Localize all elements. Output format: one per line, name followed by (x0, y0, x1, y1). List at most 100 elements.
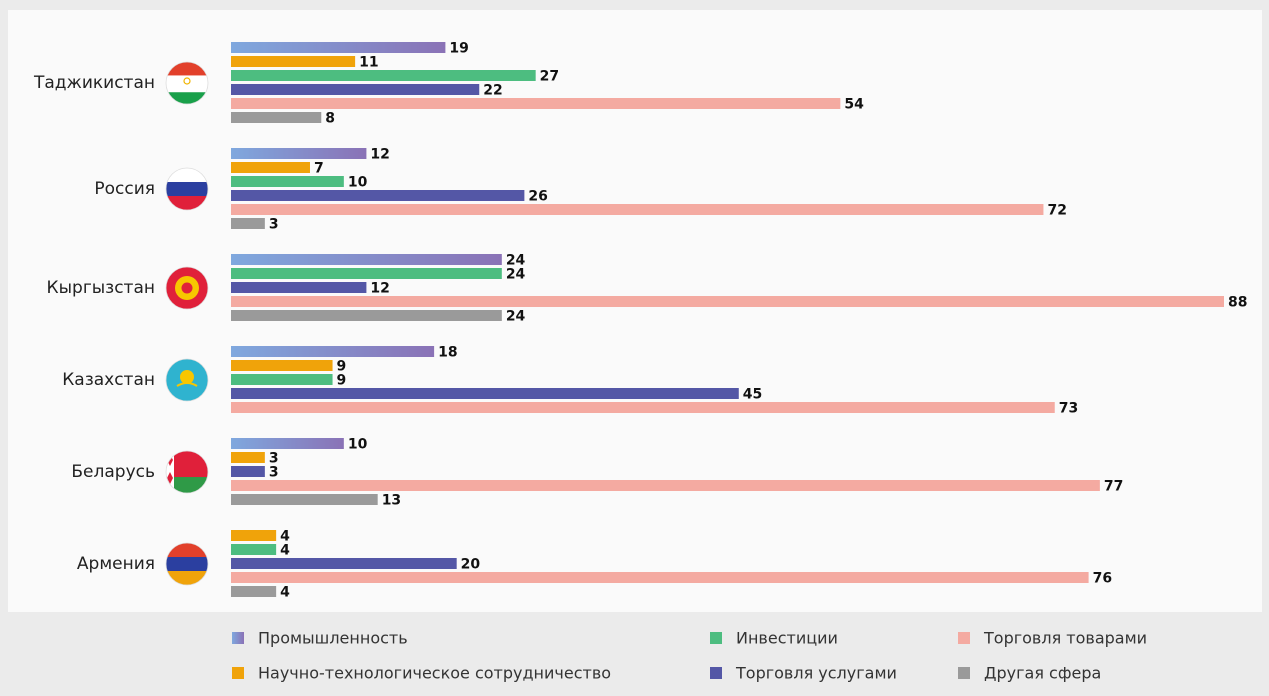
flag-stripe (166, 196, 208, 210)
legend-label: Другая сфера (984, 664, 1101, 683)
plot-panel (8, 10, 1262, 612)
legend-label: Промышленность (258, 629, 408, 648)
category-label: Кыргызстан (47, 278, 155, 298)
flag (165, 167, 209, 211)
flag-stripe (166, 571, 208, 585)
bar (231, 148, 367, 159)
legend-label: Торговля товарами (983, 629, 1147, 648)
value-label: 45 (743, 387, 762, 403)
bar (231, 402, 1055, 413)
category-label: Россия (94, 179, 155, 199)
value-label: 24 (506, 253, 526, 269)
value-label: 72 (1047, 203, 1066, 219)
value-label: 13 (382, 493, 401, 509)
bar (231, 360, 333, 371)
value-label: 76 (1093, 571, 1112, 587)
flag-stripe (166, 92, 208, 104)
legend-swatch (232, 632, 244, 644)
bar (231, 572, 1089, 583)
value-label: 10 (348, 175, 368, 191)
bar (231, 544, 277, 555)
flag-body (166, 168, 208, 210)
bar (231, 346, 435, 357)
legend-swatch (958, 632, 970, 644)
value-label: 3 (269, 451, 279, 467)
flag-rim (165, 266, 209, 310)
bar (231, 268, 502, 279)
bar (231, 56, 356, 67)
flag-body (166, 359, 208, 401)
value-label: 26 (528, 189, 547, 205)
flag-rim (165, 358, 209, 402)
flag-sun (180, 370, 194, 384)
flag (165, 266, 209, 310)
bar (231, 190, 525, 201)
flag (165, 358, 209, 402)
value-label: 4 (280, 529, 290, 545)
value-label: 54 (844, 97, 864, 113)
value-label: 88 (1228, 295, 1247, 311)
bar (231, 176, 344, 187)
flag-body (166, 543, 208, 585)
bar (231, 204, 1044, 215)
value-label: 24 (506, 309, 526, 325)
legend-swatch (710, 667, 722, 679)
flag (165, 61, 209, 105)
legend-label: Научно-технологическое сотрудничество (258, 664, 611, 683)
bar (231, 254, 502, 265)
bar (231, 84, 480, 95)
legend-swatch (710, 632, 722, 644)
category-label: Армения (77, 554, 155, 574)
flag-rim (165, 61, 209, 105)
bar (231, 282, 367, 293)
value-label: 20 (461, 557, 481, 573)
bar (231, 218, 265, 229)
flag-stripe (166, 168, 208, 183)
value-label: 3 (269, 217, 279, 233)
value-label: 4 (280, 585, 290, 601)
value-label: 9 (337, 373, 347, 389)
flag-stripe (166, 557, 208, 572)
category-label: Казахстан (62, 370, 155, 390)
bar (231, 480, 1100, 491)
flag-sun-core (180, 281, 194, 295)
bar (231, 98, 841, 109)
value-label: 27 (540, 69, 559, 85)
value-label: 10 (348, 437, 368, 453)
value-label: 73 (1059, 401, 1078, 417)
value-label: 22 (483, 83, 502, 99)
value-label: 19 (449, 41, 468, 57)
value-label: 12 (370, 281, 389, 297)
bar (231, 162, 310, 173)
bar (231, 586, 277, 597)
value-label: 4 (280, 543, 290, 559)
bar (231, 438, 344, 449)
flag-stripe (166, 477, 208, 493)
value-label: 7 (314, 161, 324, 177)
legend-swatch (232, 667, 244, 679)
flag-rim (165, 167, 209, 211)
bar (231, 42, 446, 53)
bar (231, 558, 457, 569)
category-label: Беларусь (71, 462, 155, 482)
flag (165, 542, 209, 586)
category-label: Таджикистан (33, 73, 155, 93)
legend-label: Инвестиции (736, 629, 838, 648)
bar (231, 374, 333, 385)
flag-stripe (166, 62, 208, 76)
legend-swatch (958, 667, 970, 679)
flag-eagle (176, 382, 198, 387)
flag-rim (165, 542, 209, 586)
flag-stripe (166, 182, 208, 197)
flag (165, 450, 209, 494)
value-label: 12 (370, 147, 389, 163)
bar (231, 452, 265, 463)
bar (231, 310, 502, 321)
flag-body (166, 62, 208, 104)
bar (231, 466, 265, 477)
value-label: 24 (506, 267, 526, 283)
bar (231, 112, 322, 123)
value-label: 18 (438, 345, 457, 361)
legend-label: Торговля услугами (735, 664, 897, 683)
